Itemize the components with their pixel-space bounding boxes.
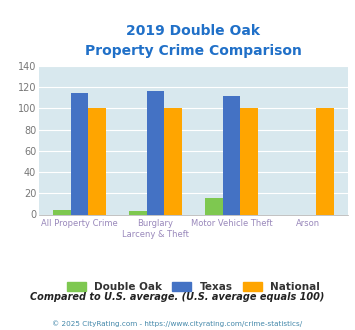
Bar bbox=[53, 210, 71, 214]
Bar bbox=[205, 198, 223, 214]
Text: © 2025 CityRating.com - https://www.cityrating.com/crime-statistics/: © 2025 CityRating.com - https://www.city… bbox=[53, 320, 302, 327]
Bar bbox=[240, 109, 258, 214]
Bar bbox=[223, 96, 240, 214]
Title: 2019 Double Oak
Property Crime Comparison: 2019 Double Oak Property Crime Compariso… bbox=[85, 24, 302, 58]
Bar bbox=[88, 109, 105, 214]
Legend: Double Oak, Texas, National: Double Oak, Texas, National bbox=[67, 282, 320, 292]
Bar bbox=[147, 91, 164, 214]
Bar bbox=[316, 109, 334, 214]
Bar bbox=[71, 92, 88, 214]
Text: Compared to U.S. average. (U.S. average equals 100): Compared to U.S. average. (U.S. average … bbox=[30, 292, 325, 302]
Bar bbox=[129, 211, 147, 215]
Bar bbox=[164, 109, 182, 214]
